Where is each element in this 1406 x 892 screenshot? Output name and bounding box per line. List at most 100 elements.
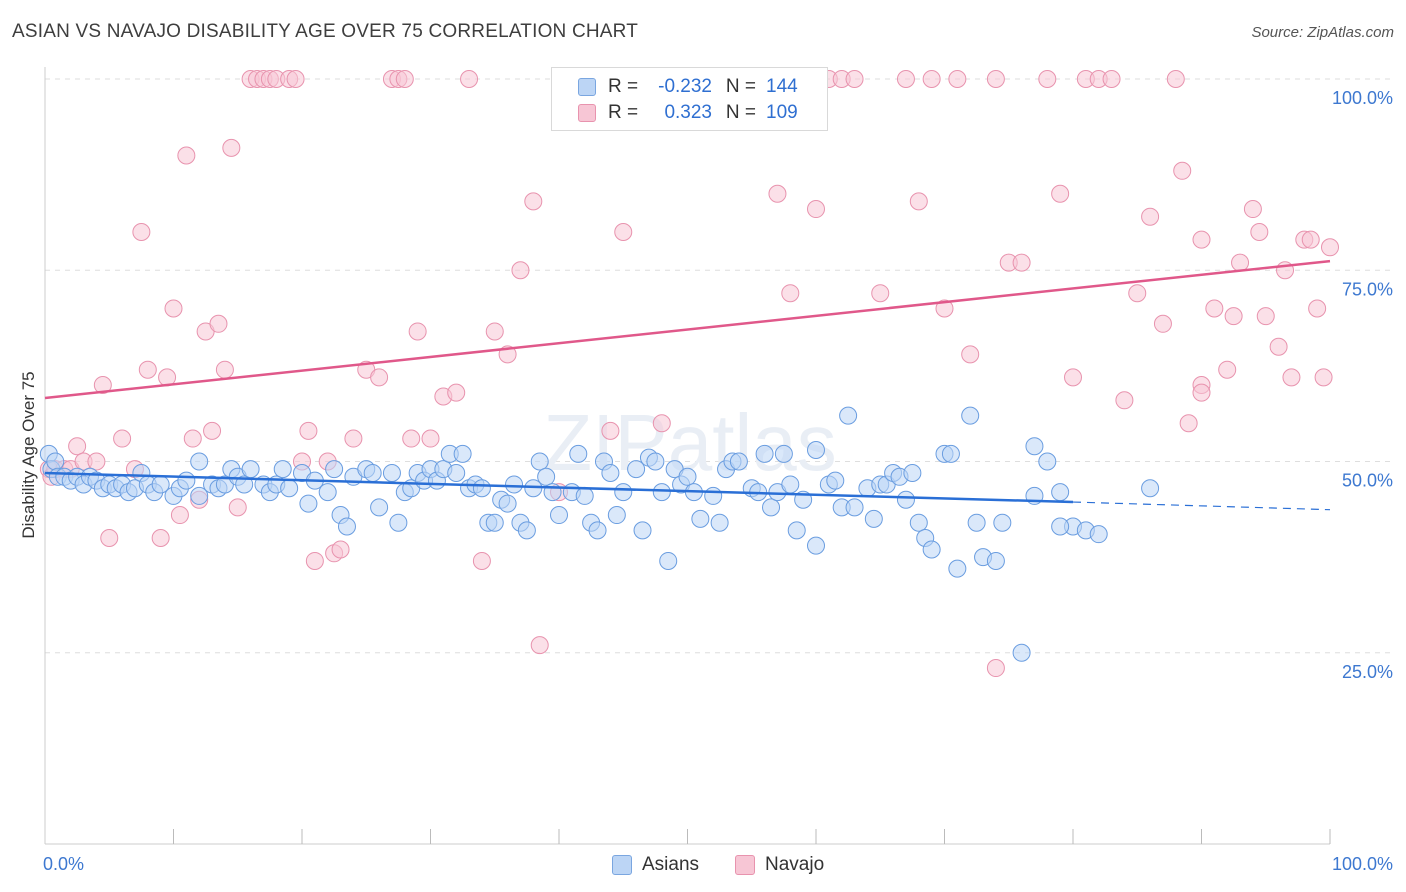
asians-point bbox=[646, 452, 665, 471]
navajo-point bbox=[935, 299, 954, 318]
navajo-point bbox=[845, 70, 864, 88]
navajo-point bbox=[807, 200, 825, 219]
navajo-point bbox=[1102, 70, 1121, 88]
asians-point bbox=[607, 506, 626, 525]
asians-point bbox=[524, 479, 543, 498]
asians-point bbox=[633, 521, 652, 540]
asians-point bbox=[961, 406, 980, 425]
asians-point bbox=[826, 471, 845, 490]
asians-point bbox=[1051, 483, 1070, 502]
asians-point bbox=[447, 463, 466, 482]
navajo-point bbox=[961, 345, 980, 364]
asians-point bbox=[588, 521, 607, 540]
navajo-point bbox=[472, 551, 491, 570]
asians-point bbox=[781, 475, 800, 494]
navajo-point bbox=[1192, 383, 1211, 402]
tick-labels: 25.0% 50.0% 75.0% 100.0% 0.0% 100.0% Disabilit… bbox=[19, 88, 1393, 874]
navajo-point bbox=[100, 529, 119, 547]
asians-point bbox=[241, 460, 260, 479]
navajo-point bbox=[1231, 253, 1250, 272]
navajo-point bbox=[331, 540, 350, 559]
asians-point bbox=[550, 506, 568, 525]
asians-point bbox=[1012, 643, 1031, 662]
asians-point bbox=[337, 517, 356, 536]
asians-point bbox=[762, 498, 781, 517]
asians-point bbox=[627, 460, 646, 479]
r-value: 0.323 bbox=[664, 102, 712, 123]
asians-point bbox=[839, 406, 858, 425]
asians-point bbox=[614, 483, 633, 502]
navajo-point bbox=[511, 261, 530, 280]
asians-point bbox=[1025, 437, 1044, 456]
chart-title: ASIAN VS NAVAJO DISABILITY AGE OVER 75 C… bbox=[12, 21, 639, 42]
asians-point bbox=[575, 486, 594, 505]
navajo-point bbox=[1179, 414, 1198, 433]
navajo-point bbox=[421, 429, 440, 448]
navajo-point bbox=[170, 506, 189, 525]
navajo-point bbox=[896, 70, 915, 88]
navajo-point bbox=[1038, 70, 1057, 88]
grid-lines bbox=[45, 78, 1395, 654]
navajo-point bbox=[768, 184, 787, 203]
legend-item-asians[interactable]: Asians bbox=[612, 852, 699, 878]
navajo-point bbox=[215, 360, 234, 379]
asians-point bbox=[787, 521, 806, 540]
navajo-point bbox=[1301, 230, 1320, 249]
legend-label: Asians bbox=[642, 854, 700, 875]
navajo-point bbox=[1269, 337, 1288, 356]
navajo-point bbox=[1250, 223, 1269, 241]
asians-point bbox=[505, 475, 524, 494]
n-value: 144 bbox=[766, 76, 798, 97]
asians-point bbox=[453, 444, 472, 463]
navajo-point bbox=[305, 551, 324, 570]
navajo-point bbox=[601, 421, 620, 440]
navajo-swatch bbox=[578, 104, 596, 122]
navajo-point bbox=[93, 376, 112, 394]
asians-point bbox=[710, 513, 729, 532]
navajo-point bbox=[871, 284, 890, 303]
asians-point bbox=[537, 467, 556, 486]
navajo-point bbox=[395, 70, 414, 88]
navajo-point bbox=[1314, 368, 1333, 387]
asians-points bbox=[39, 406, 1160, 662]
navajo-point bbox=[286, 70, 305, 88]
navajo-point bbox=[164, 299, 183, 318]
navajo-point bbox=[68, 437, 87, 456]
navajo-point bbox=[1141, 207, 1160, 226]
navajo-point bbox=[1308, 299, 1327, 318]
asians-point bbox=[967, 513, 986, 532]
navajo-points bbox=[39, 70, 1339, 678]
asians-point bbox=[807, 441, 825, 460]
y-tick-label: 25.0% bbox=[1342, 662, 1393, 682]
n-value: 109 bbox=[766, 102, 798, 123]
legend-label: Navajo bbox=[765, 854, 825, 875]
asians-point bbox=[922, 540, 941, 559]
asians-point bbox=[370, 498, 389, 517]
navajo-point bbox=[228, 498, 247, 517]
navajo-swatch bbox=[735, 855, 755, 875]
navajo-point bbox=[408, 322, 427, 341]
asians-point bbox=[1051, 517, 1070, 536]
asians-point bbox=[363, 463, 382, 482]
navajo-point bbox=[209, 314, 228, 333]
correlation-legend: R = -0.232 N = 144 R = 0.323 N = 109 bbox=[551, 67, 828, 131]
asians-trend-extension bbox=[1072, 501, 1331, 511]
navajo-point bbox=[1128, 284, 1147, 303]
navajo-point bbox=[614, 223, 633, 241]
navajo-point bbox=[402, 429, 421, 448]
asians-point bbox=[845, 498, 864, 517]
asians-point bbox=[896, 490, 915, 509]
navajo-point bbox=[948, 70, 967, 88]
navajo-point bbox=[781, 284, 800, 303]
asians-point bbox=[318, 483, 337, 502]
legend-item-navajo[interactable]: Navajo bbox=[735, 852, 824, 878]
asians-point bbox=[986, 551, 1005, 570]
asians-point bbox=[389, 513, 408, 532]
navajo-point bbox=[485, 322, 504, 341]
navajo-point bbox=[1115, 391, 1134, 410]
n-label: N = bbox=[725, 76, 756, 97]
navajo-point bbox=[132, 223, 151, 241]
asians-point bbox=[190, 486, 209, 505]
asians-point bbox=[948, 559, 967, 578]
x-tick-label: 100.0% bbox=[1332, 854, 1393, 874]
